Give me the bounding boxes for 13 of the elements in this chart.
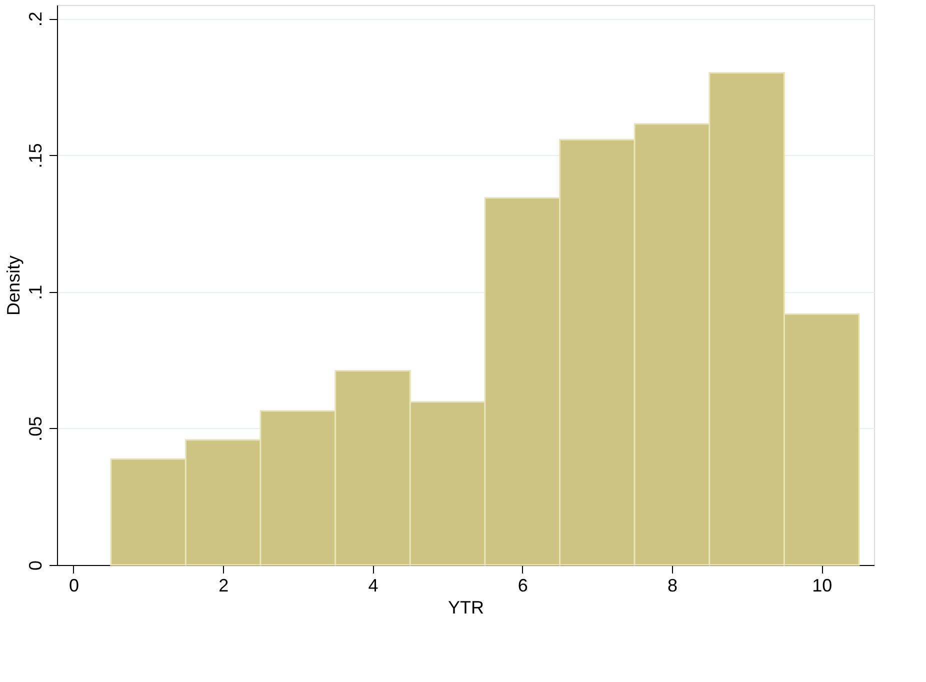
y-tick-label: .05 xyxy=(26,416,46,442)
x-tick-label: 10 xyxy=(812,576,832,596)
y-tick-label: .15 xyxy=(26,143,46,168)
y-axis-title: Density xyxy=(4,255,24,316)
x-tick-label: 2 xyxy=(218,576,229,596)
x-tick-label: 6 xyxy=(518,576,528,596)
y-tick-label: 0 xyxy=(26,560,46,571)
y-tick-label: .2 xyxy=(26,12,46,27)
x-axis-title: YTR xyxy=(448,598,484,618)
y-tick-label: .1 xyxy=(26,284,46,300)
x-tick-label: 8 xyxy=(667,576,678,596)
x-tick-label: 0 xyxy=(68,576,79,596)
x-tick-label: 4 xyxy=(368,576,378,596)
